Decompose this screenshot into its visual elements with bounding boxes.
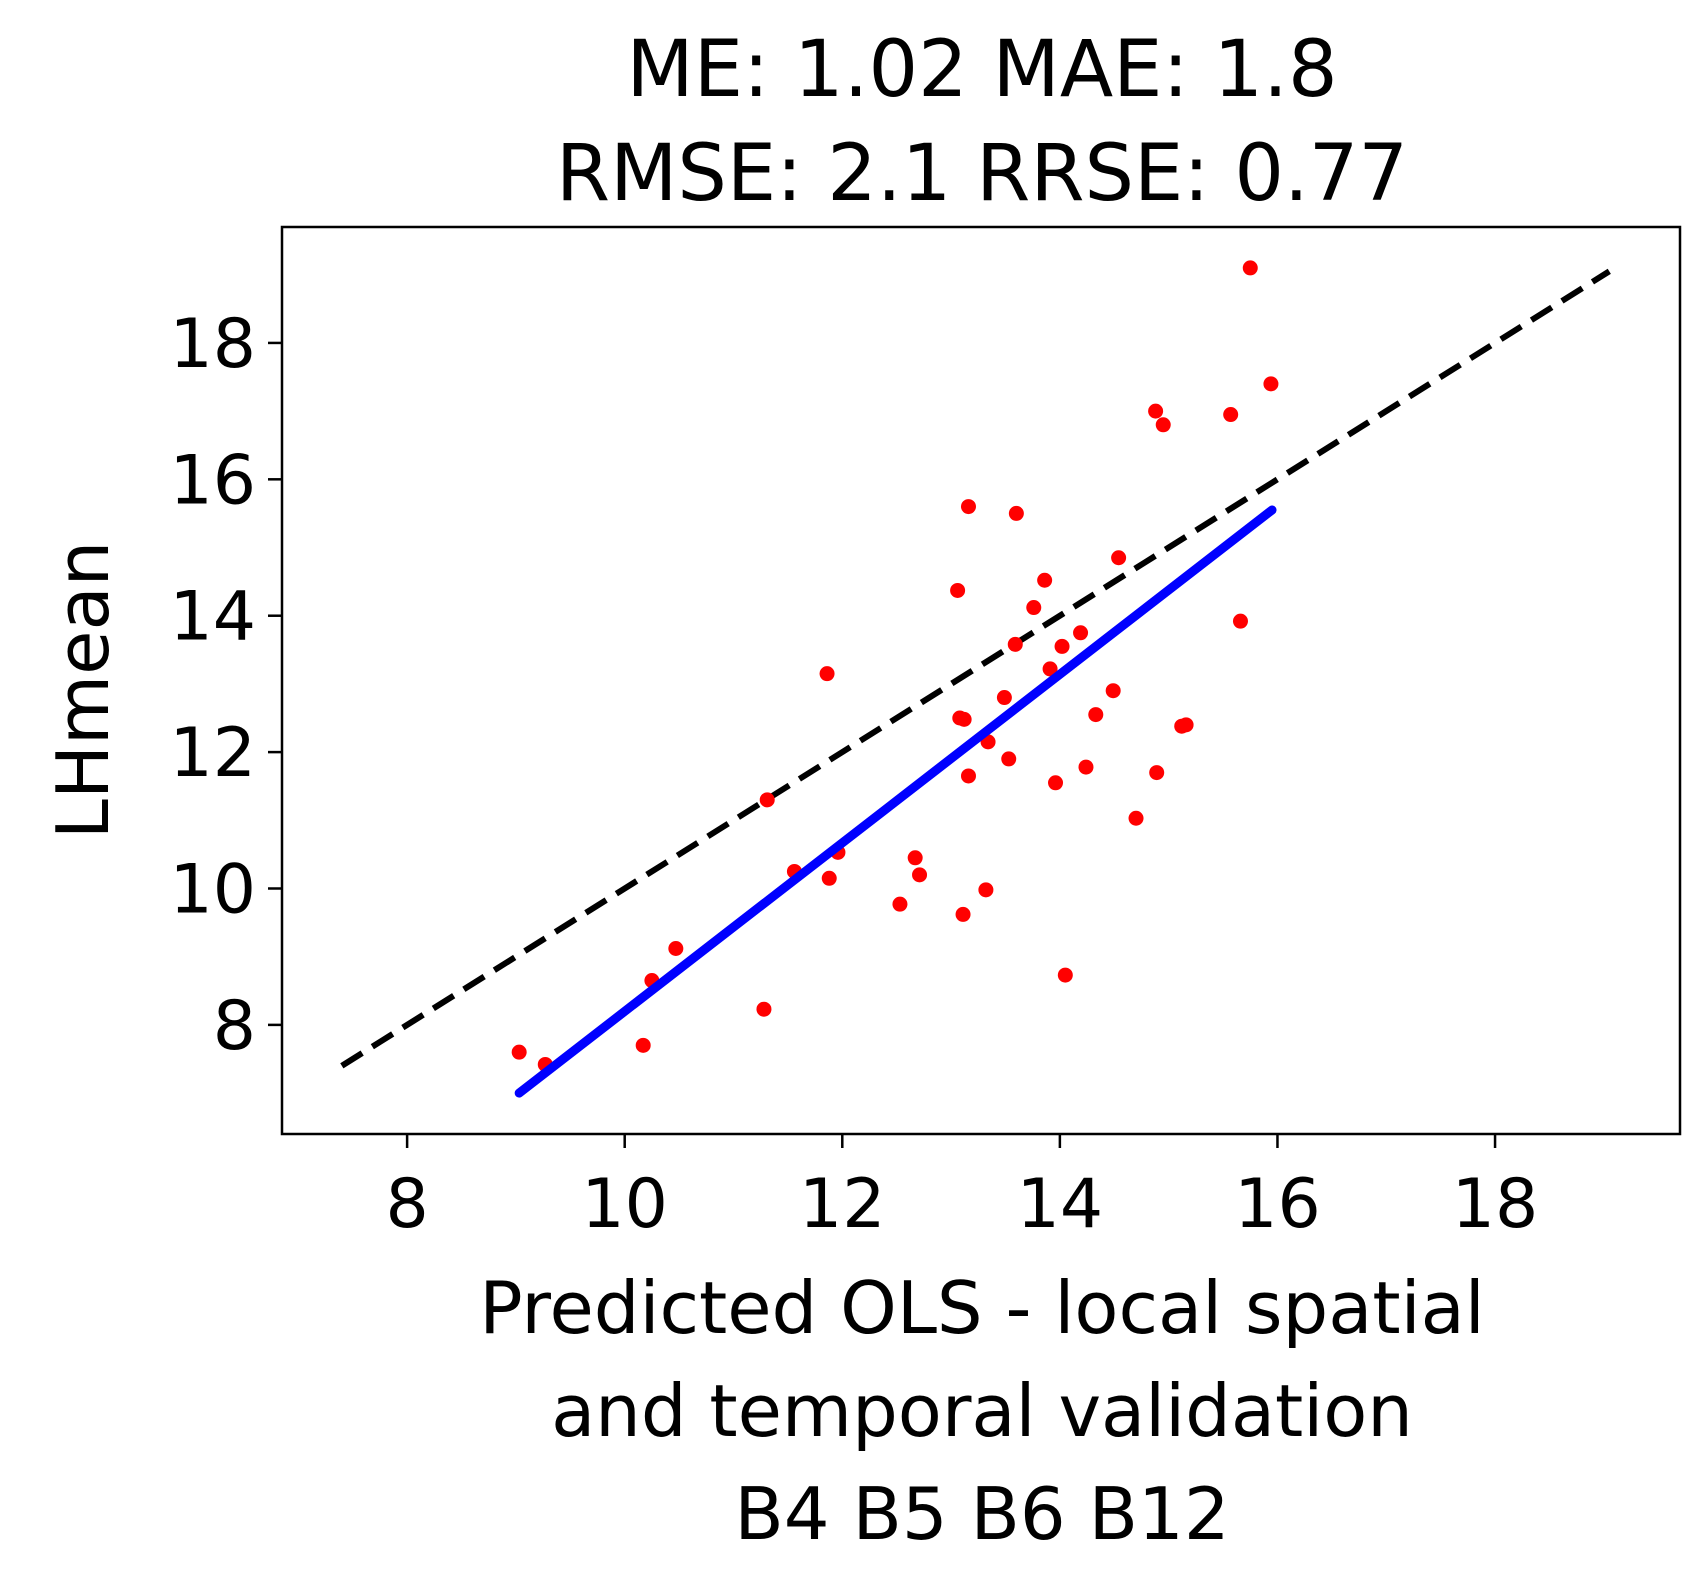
title-line-2: RMSE: 2.1 RRSE: 0.77 — [556, 129, 1408, 219]
x-axis-label-line-1: Predicted OLS - local spatial — [479, 1266, 1484, 1350]
data-point-32 — [1057, 967, 1073, 983]
data-point-6 — [756, 1001, 772, 1017]
x-axis: 8 10 12 14 16 18 — [385, 1134, 1538, 1244]
data-point-9 — [819, 666, 835, 682]
title-line-1: ME: 1.02 MAE: 1.8 — [626, 25, 1337, 115]
y-tick-label-16: 16 — [169, 441, 256, 520]
plot-frame — [280, 225, 1682, 1136]
data-point-1 — [511, 1044, 527, 1060]
data-point-34 — [1078, 759, 1094, 775]
plot-content — [340, 260, 1611, 1098]
data-point-45 — [1232, 613, 1248, 629]
data-point-38 — [1128, 810, 1144, 826]
data-point-13 — [907, 850, 923, 866]
data-point-27 — [1026, 600, 1042, 616]
data-point-14 — [912, 867, 928, 883]
x-tick-label-14: 14 — [1017, 1165, 1104, 1244]
chart-title: ME: 1.02 MAE: 1.8 RMSE: 2.1 RRSE: 0.77 — [556, 25, 1408, 219]
data-point-20 — [960, 768, 976, 784]
data-point-17 — [956, 711, 972, 727]
data-point-5 — [668, 941, 684, 957]
identity-line — [340, 268, 1611, 1069]
fit-line — [514, 505, 1277, 1098]
data-point-46 — [1242, 260, 1258, 276]
y-tick-label-18: 18 — [169, 305, 256, 384]
data-point-40 — [1149, 765, 1165, 781]
data-point-7 — [759, 792, 775, 808]
data-point-28 — [1037, 572, 1053, 588]
x-tick-label-8: 8 — [385, 1165, 428, 1244]
x-axis-label-line-3: B4 B5 B6 B12 — [734, 1472, 1229, 1556]
data-point-47 — [1263, 376, 1279, 392]
data-point-23 — [996, 690, 1012, 706]
x-tick-label-10: 10 — [581, 1165, 668, 1244]
data-point-15 — [950, 582, 966, 598]
x-tick-label-12: 12 — [799, 1165, 886, 1244]
data-point-33 — [1073, 625, 1089, 641]
x-tick-label-16: 16 — [1234, 1165, 1321, 1244]
data-point-24 — [1001, 751, 1017, 767]
data-point-43 — [1178, 717, 1194, 733]
x-axis-label-line-2: and temporal validation — [551, 1369, 1413, 1453]
y-tick-label-12: 12 — [169, 714, 256, 793]
x-tick-label-18: 18 — [1452, 1165, 1539, 1244]
data-point-21 — [978, 882, 994, 898]
data-point-12 — [892, 896, 908, 912]
y-tick-label-14: 14 — [169, 578, 256, 657]
data-point-31 — [1054, 638, 1070, 654]
data-point-26 — [1008, 505, 1024, 521]
data-point-44 — [1223, 407, 1239, 423]
data-point-19 — [960, 499, 976, 515]
y-tick-label-8: 8 — [213, 987, 256, 1066]
data-point-41 — [1155, 417, 1171, 433]
data-point-30 — [1048, 775, 1064, 791]
data-point-35 — [1088, 707, 1104, 723]
data-point-10 — [821, 870, 837, 886]
data-point-29 — [1042, 661, 1058, 677]
x-axis-label: Predicted OLS - local spatial and tempor… — [479, 1266, 1484, 1556]
data-point-37 — [1111, 550, 1127, 566]
y-axis: 8 10 12 14 16 18 — [169, 305, 282, 1066]
y-axis-label: LHmean — [41, 541, 125, 839]
data-point-18 — [955, 906, 971, 922]
y-tick-label-10: 10 — [169, 850, 256, 929]
data-point-3 — [635, 1037, 651, 1053]
data-point-25 — [1007, 636, 1023, 652]
data-point-39 — [1148, 403, 1164, 419]
data-point-36 — [1105, 683, 1121, 699]
